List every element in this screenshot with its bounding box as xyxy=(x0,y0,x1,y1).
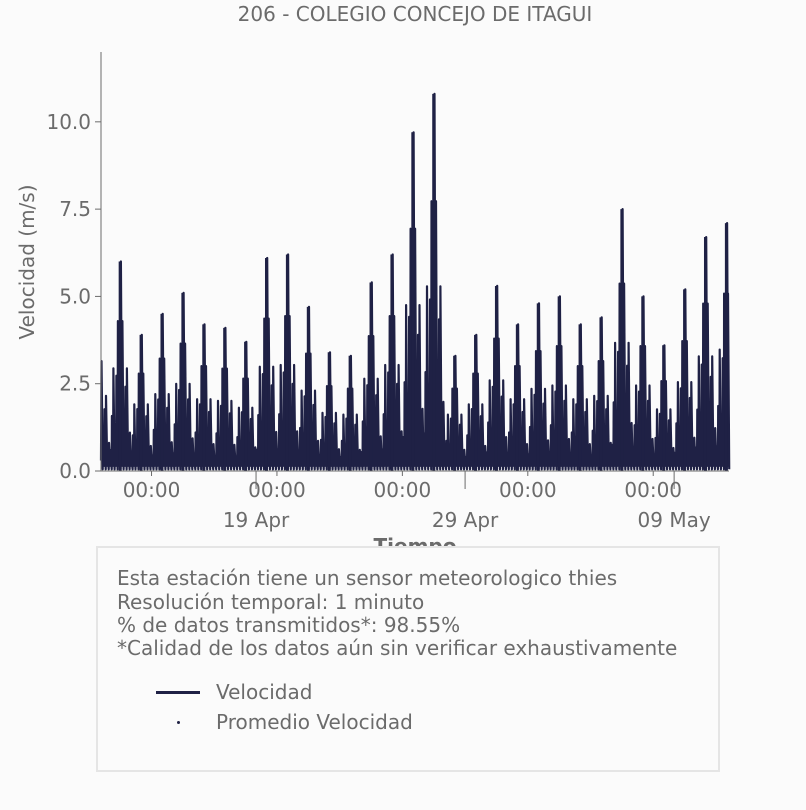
y-tick-label: 10.0 xyxy=(46,110,91,134)
y-tick-label: 0.0 xyxy=(59,459,91,483)
axes-layer: 0.0 2.5 5.0 7.5 10.0 00:00 00:00 00:00 00:00 00:0… xyxy=(46,52,729,532)
legend-dot-marker xyxy=(156,720,200,724)
x-major-tick-label: 09 May xyxy=(638,508,711,532)
info-sensor-text: Esta estación tiene un sensor meteorolog… xyxy=(117,566,618,590)
legend-item-velocidad: Velocidad xyxy=(156,678,312,706)
x-minor-tick-label: 00:00 xyxy=(624,478,682,502)
x-minor-tick-label: 00:00 xyxy=(123,478,181,502)
series-layer xyxy=(99,92,731,471)
x-minor-tick-label: 00:00 xyxy=(248,478,306,502)
y-tick-label: 5.0 xyxy=(59,284,91,308)
info-resolution-text: Resolución temporal: 1 minuto xyxy=(117,590,425,614)
y-tick-label: 7.5 xyxy=(59,197,91,221)
legend-label-velocidad: Velocidad xyxy=(216,680,313,704)
x-minor-tick-label: 00:00 xyxy=(499,478,557,502)
legend-item-promedio: Promedio Velocidad xyxy=(156,708,413,736)
info-quality-note: *Calidad de los datos aún sin verificar … xyxy=(117,636,678,660)
x-minor-tick-label: 00:00 xyxy=(374,478,432,502)
legend-label-promedio: Promedio Velocidad xyxy=(216,710,413,734)
legend-line-marker xyxy=(156,690,200,694)
info-panel: Esta estación tiene un sensor meteorolog… xyxy=(96,546,720,772)
y-axis-label: Velocidad (m/s) xyxy=(15,184,39,339)
info-transmitted-text: % de datos transmitidos*: 98.55% xyxy=(117,613,461,637)
velocidad-series-line xyxy=(99,92,731,471)
chart-title: 206 - COLEGIO CONCEJO DE ITAGUI xyxy=(238,2,593,26)
x-major-tick-label: 29 Apr xyxy=(432,508,499,532)
x-major-tick-label: 19 Apr xyxy=(223,508,290,532)
y-tick-label: 2.5 xyxy=(59,372,91,396)
